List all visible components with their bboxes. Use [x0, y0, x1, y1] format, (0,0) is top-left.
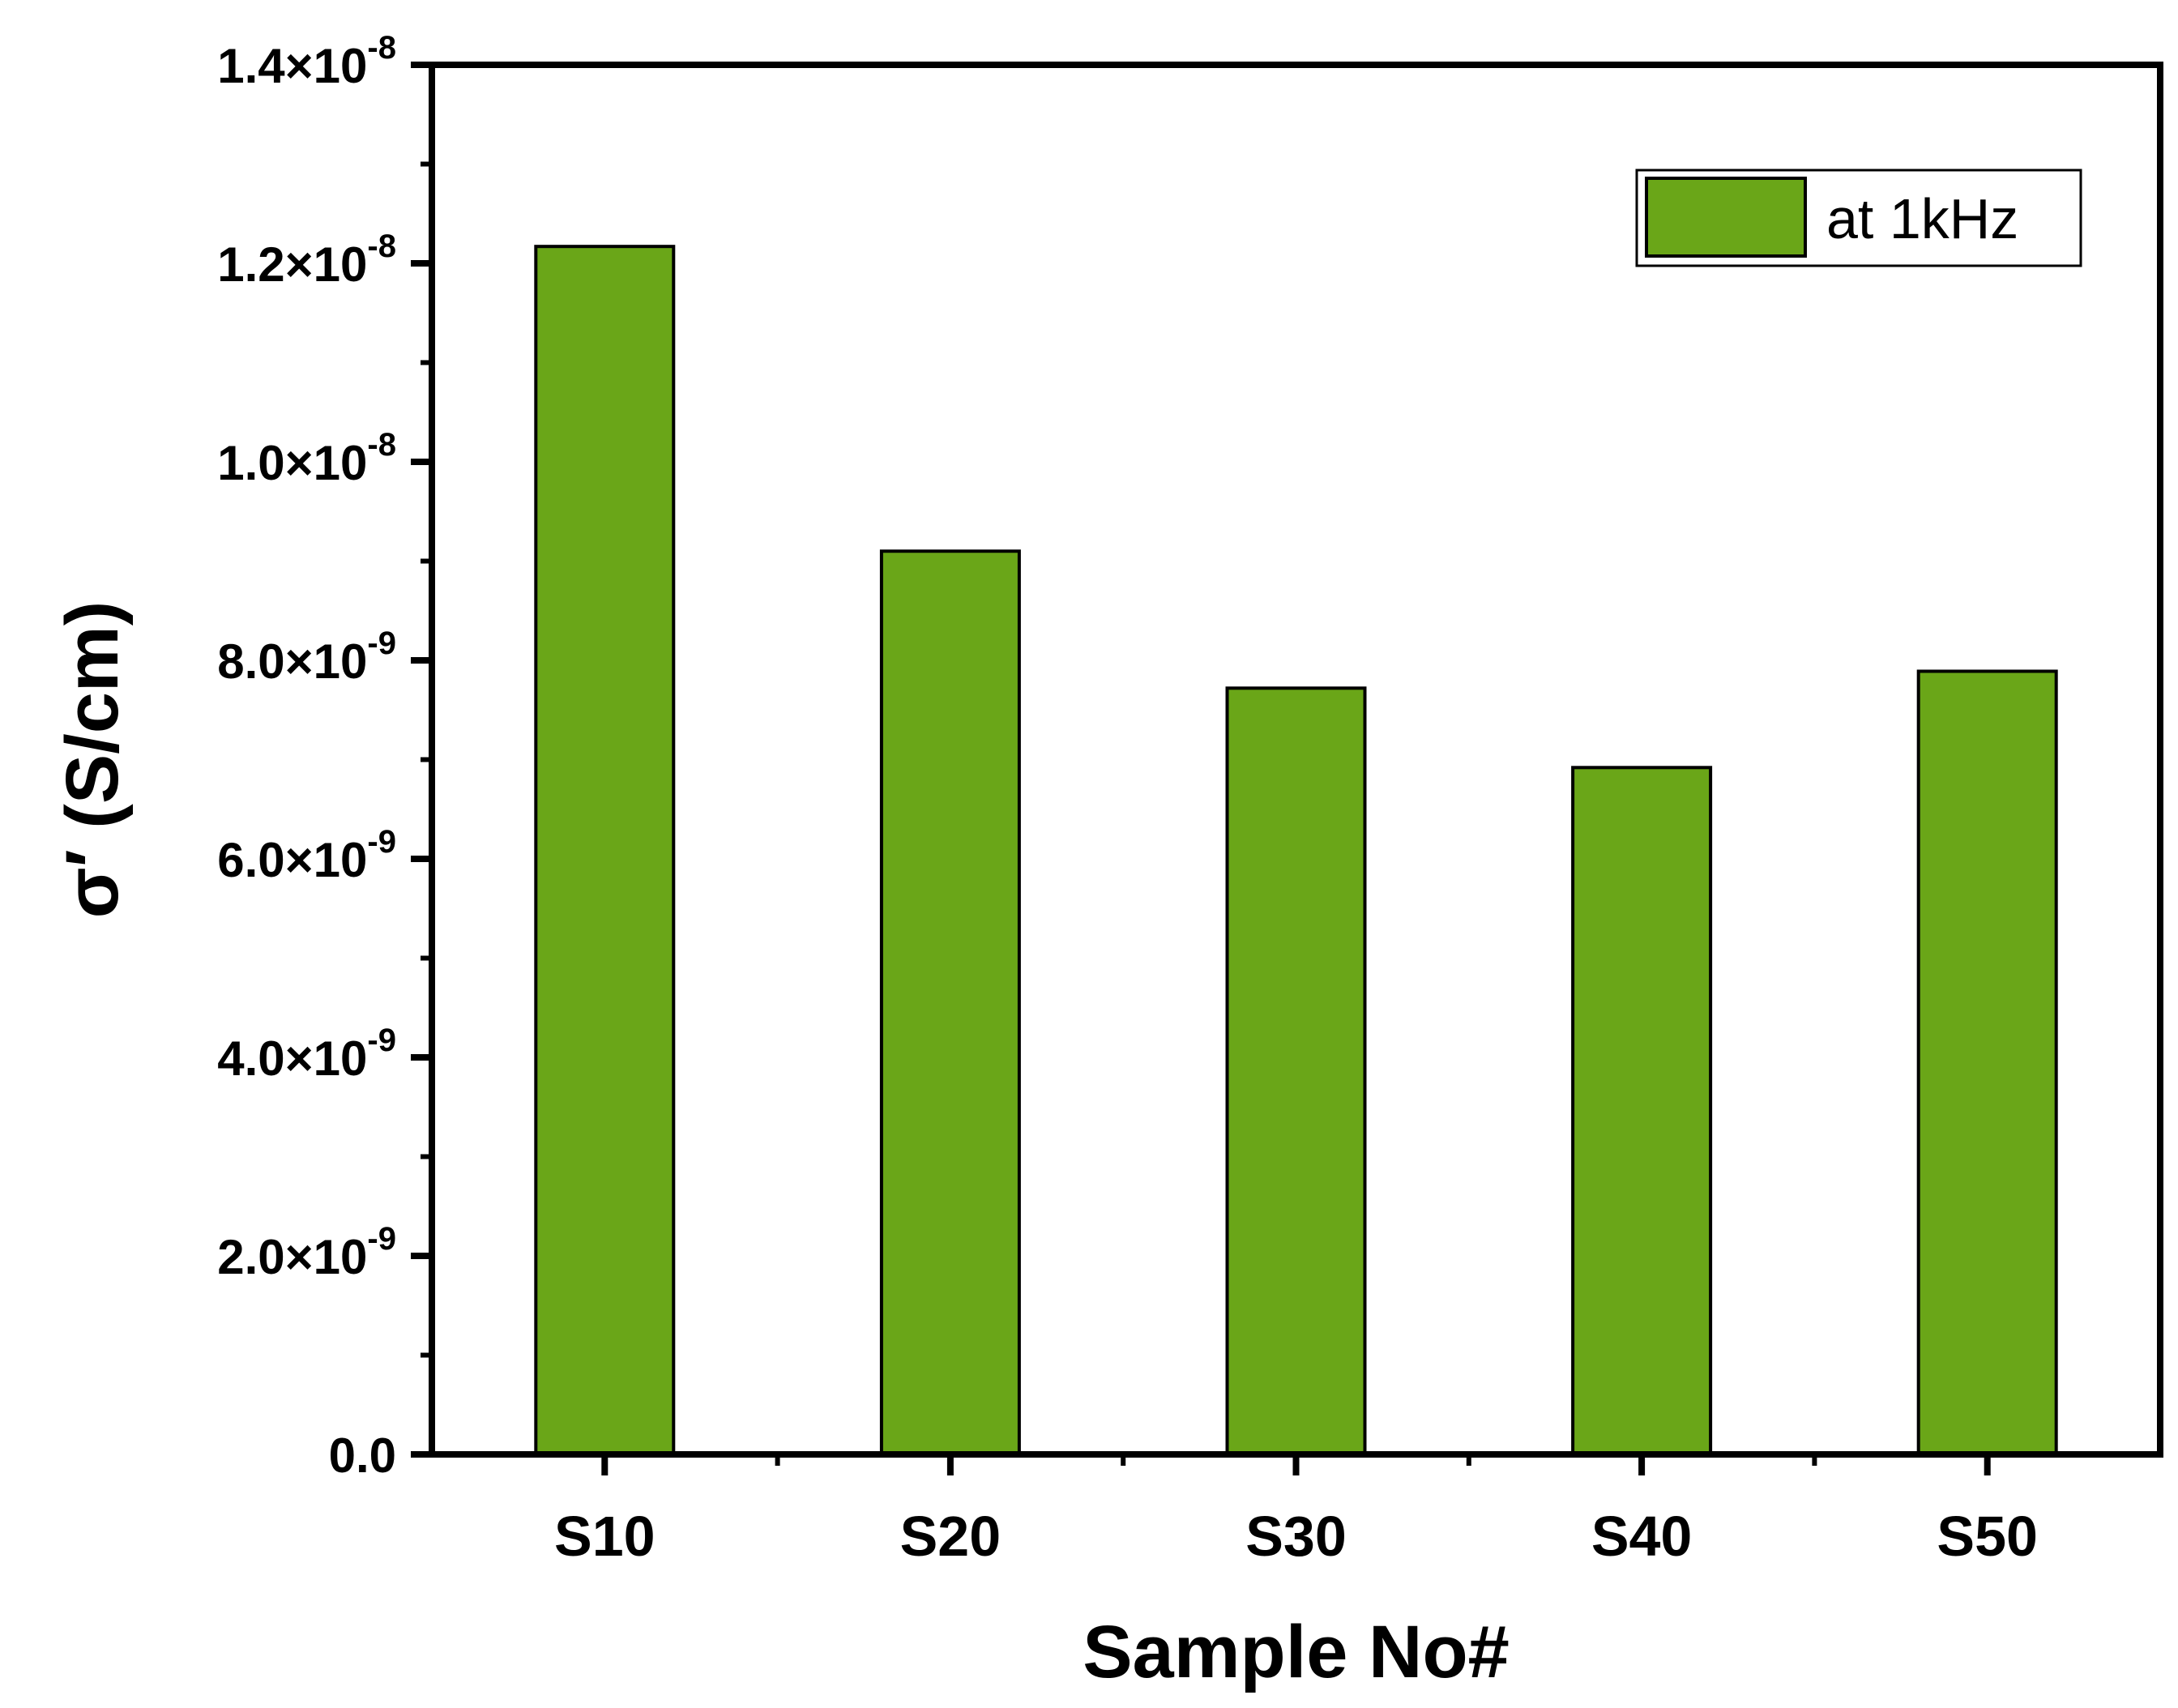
bar-s30: [1225, 686, 1367, 1456]
x-tick-label: S30: [1245, 1505, 1347, 1568]
bar-s20: [879, 549, 1021, 1456]
x-axis-ticks: S10 S20 S30 S40 S50: [554, 1454, 2038, 1568]
bars-layer: [534, 245, 2058, 1456]
y-tick-label: 0.0: [329, 1428, 396, 1483]
x-tick-label: S10: [554, 1505, 656, 1568]
y-tick-label: 8.0×10-9: [217, 626, 396, 689]
y-tick-label: 1.4×10-8: [217, 30, 396, 93]
x-tick-label: S50: [1937, 1505, 2038, 1568]
y-tick-label: 1.2×10-8: [217, 228, 396, 292]
bar-s10: [534, 245, 676, 1456]
x-tick-label: S20: [900, 1505, 1001, 1568]
y-tick-label: 6.0×10-9: [217, 824, 396, 887]
legend-swatch: [1645, 177, 1807, 258]
y-tick-label: 2.0×10-9: [217, 1221, 396, 1284]
y-tick-label: 1.0×10-8: [217, 427, 396, 490]
y-axis-title: σ′ (S/cm): [51, 601, 134, 919]
legend-label: at 1kHz: [1826, 187, 2018, 250]
bar-s40: [1571, 766, 1713, 1456]
legend: at 1kHz: [1635, 169, 2082, 267]
y-axis-ticks: 0.0 2.0×10-9 4.0×10-9 6.0×10-9 8.0×10-9 1.0×1…: [217, 30, 432, 1483]
y-tick-label: 4.0×10-9: [217, 1023, 396, 1086]
x-tick-label: S40: [1591, 1505, 1693, 1568]
bar-s50: [1916, 669, 2058, 1456]
x-axis-title: Sample No#: [1083, 1611, 1510, 1693]
plot-frame: [429, 62, 2163, 1458]
